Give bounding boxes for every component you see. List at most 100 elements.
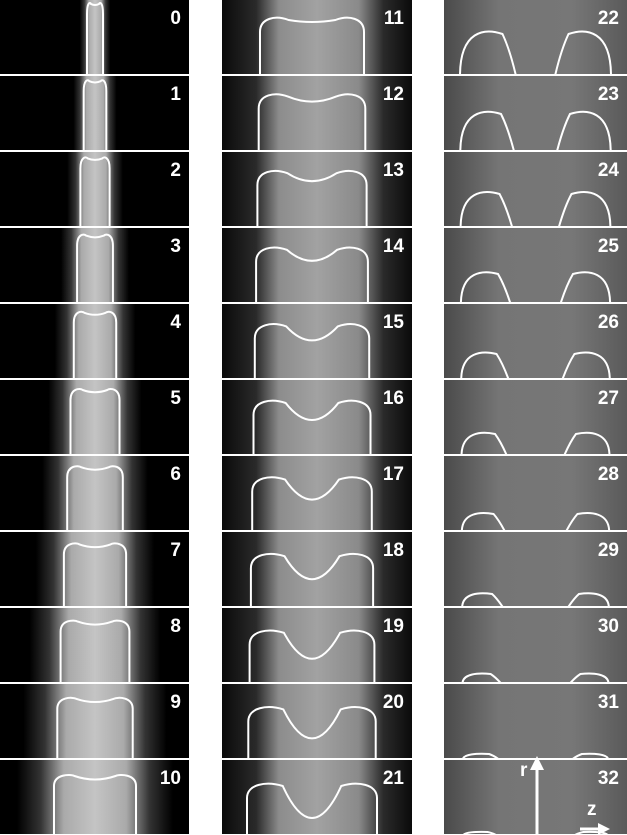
frame-label: 5: [170, 388, 181, 409]
frame-label: 8: [170, 616, 181, 637]
contour: [556, 110, 612, 150]
panel: [444, 152, 627, 226]
panel: [222, 228, 412, 302]
panel: [444, 456, 627, 530]
contour: [72, 310, 118, 378]
r-arrowhead: [530, 756, 544, 770]
contour: [247, 706, 377, 758]
contour: [257, 93, 367, 150]
contour: [76, 233, 114, 302]
contour: [462, 752, 499, 758]
contour: [561, 351, 611, 378]
panel-bg: [222, 0, 412, 74]
glow: [23, 684, 167, 758]
panel-bg: [222, 456, 412, 530]
panel-bg: [444, 608, 627, 682]
contour: [463, 830, 497, 834]
contour: [461, 512, 506, 530]
glow: [29, 608, 161, 682]
frame-label: 15: [383, 312, 405, 333]
contour: [79, 156, 111, 226]
panel: [444, 228, 627, 302]
contour: [461, 672, 502, 682]
contour: [59, 619, 131, 682]
panel: [0, 76, 189, 150]
contour: [256, 169, 368, 226]
contour: [572, 752, 609, 758]
frame-label: 6: [170, 464, 181, 485]
contour: [460, 431, 508, 454]
contour: [569, 672, 610, 682]
contour: [253, 323, 371, 378]
frame-label: 3: [170, 236, 181, 257]
frame-label: 29: [598, 540, 619, 561]
frame-label: 30: [598, 616, 619, 637]
panel-bg: [444, 76, 627, 150]
contour: [567, 592, 610, 606]
glow: [79, 0, 111, 74]
frame-label: 7: [170, 540, 181, 561]
panel-bg: [444, 152, 627, 226]
contour: [246, 782, 378, 834]
panel-bg: [444, 456, 627, 530]
panel: [222, 760, 412, 834]
contour: [459, 110, 515, 150]
panel-bg: [222, 76, 412, 150]
frame-label: 26: [598, 312, 619, 333]
panel: [0, 456, 189, 530]
z-label: z: [587, 799, 597, 820]
contour: [554, 30, 612, 74]
panel: [222, 0, 412, 74]
contour: [574, 830, 608, 834]
panel-bg: [222, 304, 412, 378]
panel-bg: [444, 228, 627, 302]
panel-bg: [444, 684, 627, 758]
frame-label: 12: [383, 84, 404, 105]
frame-label: 11: [384, 8, 405, 29]
panel: [222, 76, 412, 150]
panel-bg: [444, 380, 627, 454]
frame-label: 9: [170, 692, 181, 713]
frame-label: 17: [383, 464, 404, 485]
frame-label: 18: [383, 540, 404, 561]
panel: [222, 456, 412, 530]
panel: [222, 532, 412, 606]
frame-label: 2: [170, 160, 181, 181]
contour: [53, 774, 137, 834]
contour: [69, 388, 121, 454]
panel: [444, 0, 627, 74]
z-arrowhead: [598, 823, 610, 835]
panel: [444, 380, 627, 454]
panel: [0, 608, 189, 682]
contour: [56, 696, 134, 758]
panel-bg: [444, 0, 627, 74]
contour: [460, 271, 511, 302]
panel: [0, 304, 189, 378]
frame-label: 32: [598, 768, 619, 789]
frame-label: 4: [170, 312, 181, 333]
panel: [444, 684, 627, 758]
frame-label: 31: [598, 692, 620, 713]
glow: [35, 532, 155, 606]
contour: [560, 271, 611, 302]
panel: [0, 152, 189, 226]
frame-label: 25: [598, 236, 620, 257]
contour: [563, 431, 611, 454]
panel: [222, 304, 412, 378]
contour: [86, 2, 104, 74]
contour: [459, 30, 517, 74]
frame-label: 1: [170, 84, 181, 105]
glow: [54, 304, 136, 378]
frame-label: 20: [383, 692, 404, 713]
panel-bg: [222, 228, 412, 302]
contour: [565, 512, 610, 530]
panel: [444, 608, 627, 682]
frame-label: 22: [598, 8, 619, 29]
contour: [558, 191, 612, 226]
panel-bg: [222, 760, 412, 834]
r-label: r: [520, 760, 528, 781]
frame-label: 19: [383, 616, 404, 637]
contour: [255, 246, 369, 302]
panel-bg: [222, 152, 412, 226]
